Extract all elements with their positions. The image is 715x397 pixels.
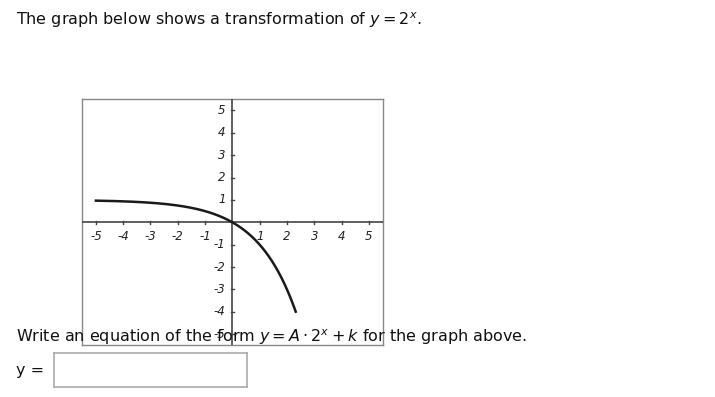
Text: -2: -2 (214, 260, 225, 274)
Text: -3: -3 (144, 230, 157, 243)
Text: Write an equation of the form $y = A \cdot 2^x + k$ for the graph above.: Write an equation of the form $y = A \cd… (16, 328, 526, 347)
Text: 1: 1 (218, 193, 225, 206)
Text: -4: -4 (214, 305, 225, 318)
Text: -5: -5 (214, 328, 225, 341)
Text: -1: -1 (214, 238, 225, 251)
Text: 2: 2 (283, 230, 291, 243)
Text: -3: -3 (214, 283, 225, 296)
Text: 5: 5 (218, 104, 225, 117)
Text: -1: -1 (199, 230, 211, 243)
Text: 4: 4 (337, 230, 345, 243)
Text: 3: 3 (310, 230, 318, 243)
Text: 3: 3 (218, 149, 225, 162)
Text: 2: 2 (218, 171, 225, 184)
Text: -5: -5 (90, 230, 102, 243)
Text: -4: -4 (117, 230, 129, 243)
Text: -2: -2 (172, 230, 184, 243)
Text: 1: 1 (256, 230, 263, 243)
Text: y =: y = (16, 362, 44, 378)
Text: The graph below shows a transformation of $y = 2^x$.: The graph below shows a transformation o… (16, 10, 421, 29)
Text: 5: 5 (365, 230, 373, 243)
Text: 4: 4 (218, 126, 225, 139)
